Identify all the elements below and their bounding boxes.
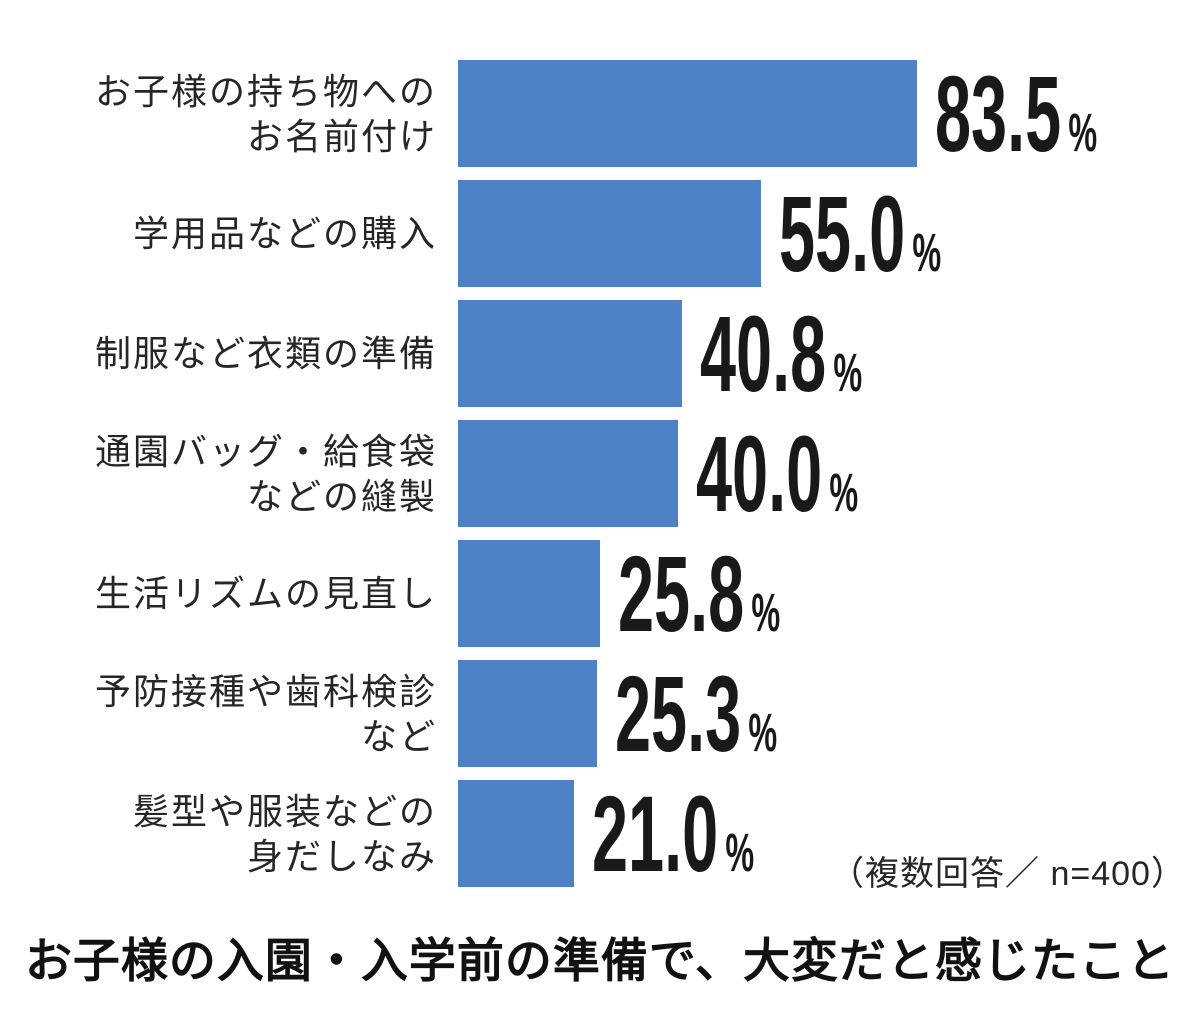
category-label: 学用品などの購入 xyxy=(132,213,437,254)
bar xyxy=(458,180,761,287)
bar xyxy=(458,420,678,527)
bar-track: 55.0% xyxy=(458,173,1200,294)
percent-sign: % xyxy=(1068,103,1098,163)
survey-note: （複数回答／ n=400） xyxy=(830,855,1186,893)
percent-sign: % xyxy=(751,583,781,643)
value-label: 40.0% xyxy=(696,413,859,534)
bar xyxy=(458,300,683,407)
category-label: 生活リズムの見直し xyxy=(94,573,437,614)
chart-row: 通園バッグ・給食袋 などの縫製 40.0% xyxy=(0,413,1200,534)
bar-track: 40.8% xyxy=(458,293,1200,414)
bar xyxy=(458,540,600,647)
category-label: 髪型や服装などの 身だしなみ xyxy=(132,790,437,877)
category-label: 制服など衣類の準備 xyxy=(94,333,437,374)
percent-sign: % xyxy=(911,223,941,283)
bar-track: 25.8% xyxy=(458,533,1200,654)
value-label: 55.0% xyxy=(778,173,941,294)
value-number: 40.8 xyxy=(700,293,827,414)
percent-sign: % xyxy=(724,823,754,883)
bar-track: 25.3% xyxy=(458,653,1200,774)
bar-track: 21.0% xyxy=(458,773,1200,894)
category-label: 通園バッグ・給食袋 などの縫製 xyxy=(94,430,437,517)
bar xyxy=(458,660,598,767)
value-number: 25.8 xyxy=(617,533,745,654)
chart-row: 制服など衣類の準備 40.8% xyxy=(0,293,1200,414)
value-number: 25.3 xyxy=(615,653,742,774)
category-label: 予防接種や歯科検診 など xyxy=(94,670,437,757)
bar-track: 40.0% xyxy=(458,413,1200,534)
chart-row: お子様の持ち物への お名前付け 83.5% xyxy=(0,53,1200,174)
chart-row: 予防接種や歯科検診 など 25.3% xyxy=(0,653,1200,774)
chart-row: 生活リズムの見直し 25.8% xyxy=(0,533,1200,654)
chart-title: お子様の入園・入学前の準備で、大変だと感じたこと xyxy=(24,934,1176,987)
value-label: 25.8% xyxy=(617,533,781,654)
bar-track: 83.5% xyxy=(458,53,1200,174)
category-label: お子様の持ち物への お名前付け xyxy=(94,70,437,157)
value-number: 40.0 xyxy=(696,413,823,534)
value-label: 25.3% xyxy=(615,653,778,774)
value-number: 83.5 xyxy=(935,53,1062,174)
chart-plot-area: お子様の持ち物への お名前付け 83.5% 学用品などの購入 55.0% 制服など衣類の… xyxy=(0,60,1200,900)
value-label: 83.5% xyxy=(935,53,1098,174)
value-label: 40.8% xyxy=(700,293,863,414)
value-label: 21.0% xyxy=(591,773,754,894)
bar xyxy=(458,780,574,887)
percent-sign: % xyxy=(748,703,778,763)
value-number: 55.0 xyxy=(778,173,905,294)
chart-row: 学用品などの購入 55.0% xyxy=(0,173,1200,294)
percent-sign: % xyxy=(829,463,859,523)
chart-row: 髪型や服装などの 身だしなみ 21.0% xyxy=(0,773,1200,894)
value-number: 21.0 xyxy=(591,773,718,894)
percent-sign: % xyxy=(833,343,863,403)
bar xyxy=(458,60,918,167)
